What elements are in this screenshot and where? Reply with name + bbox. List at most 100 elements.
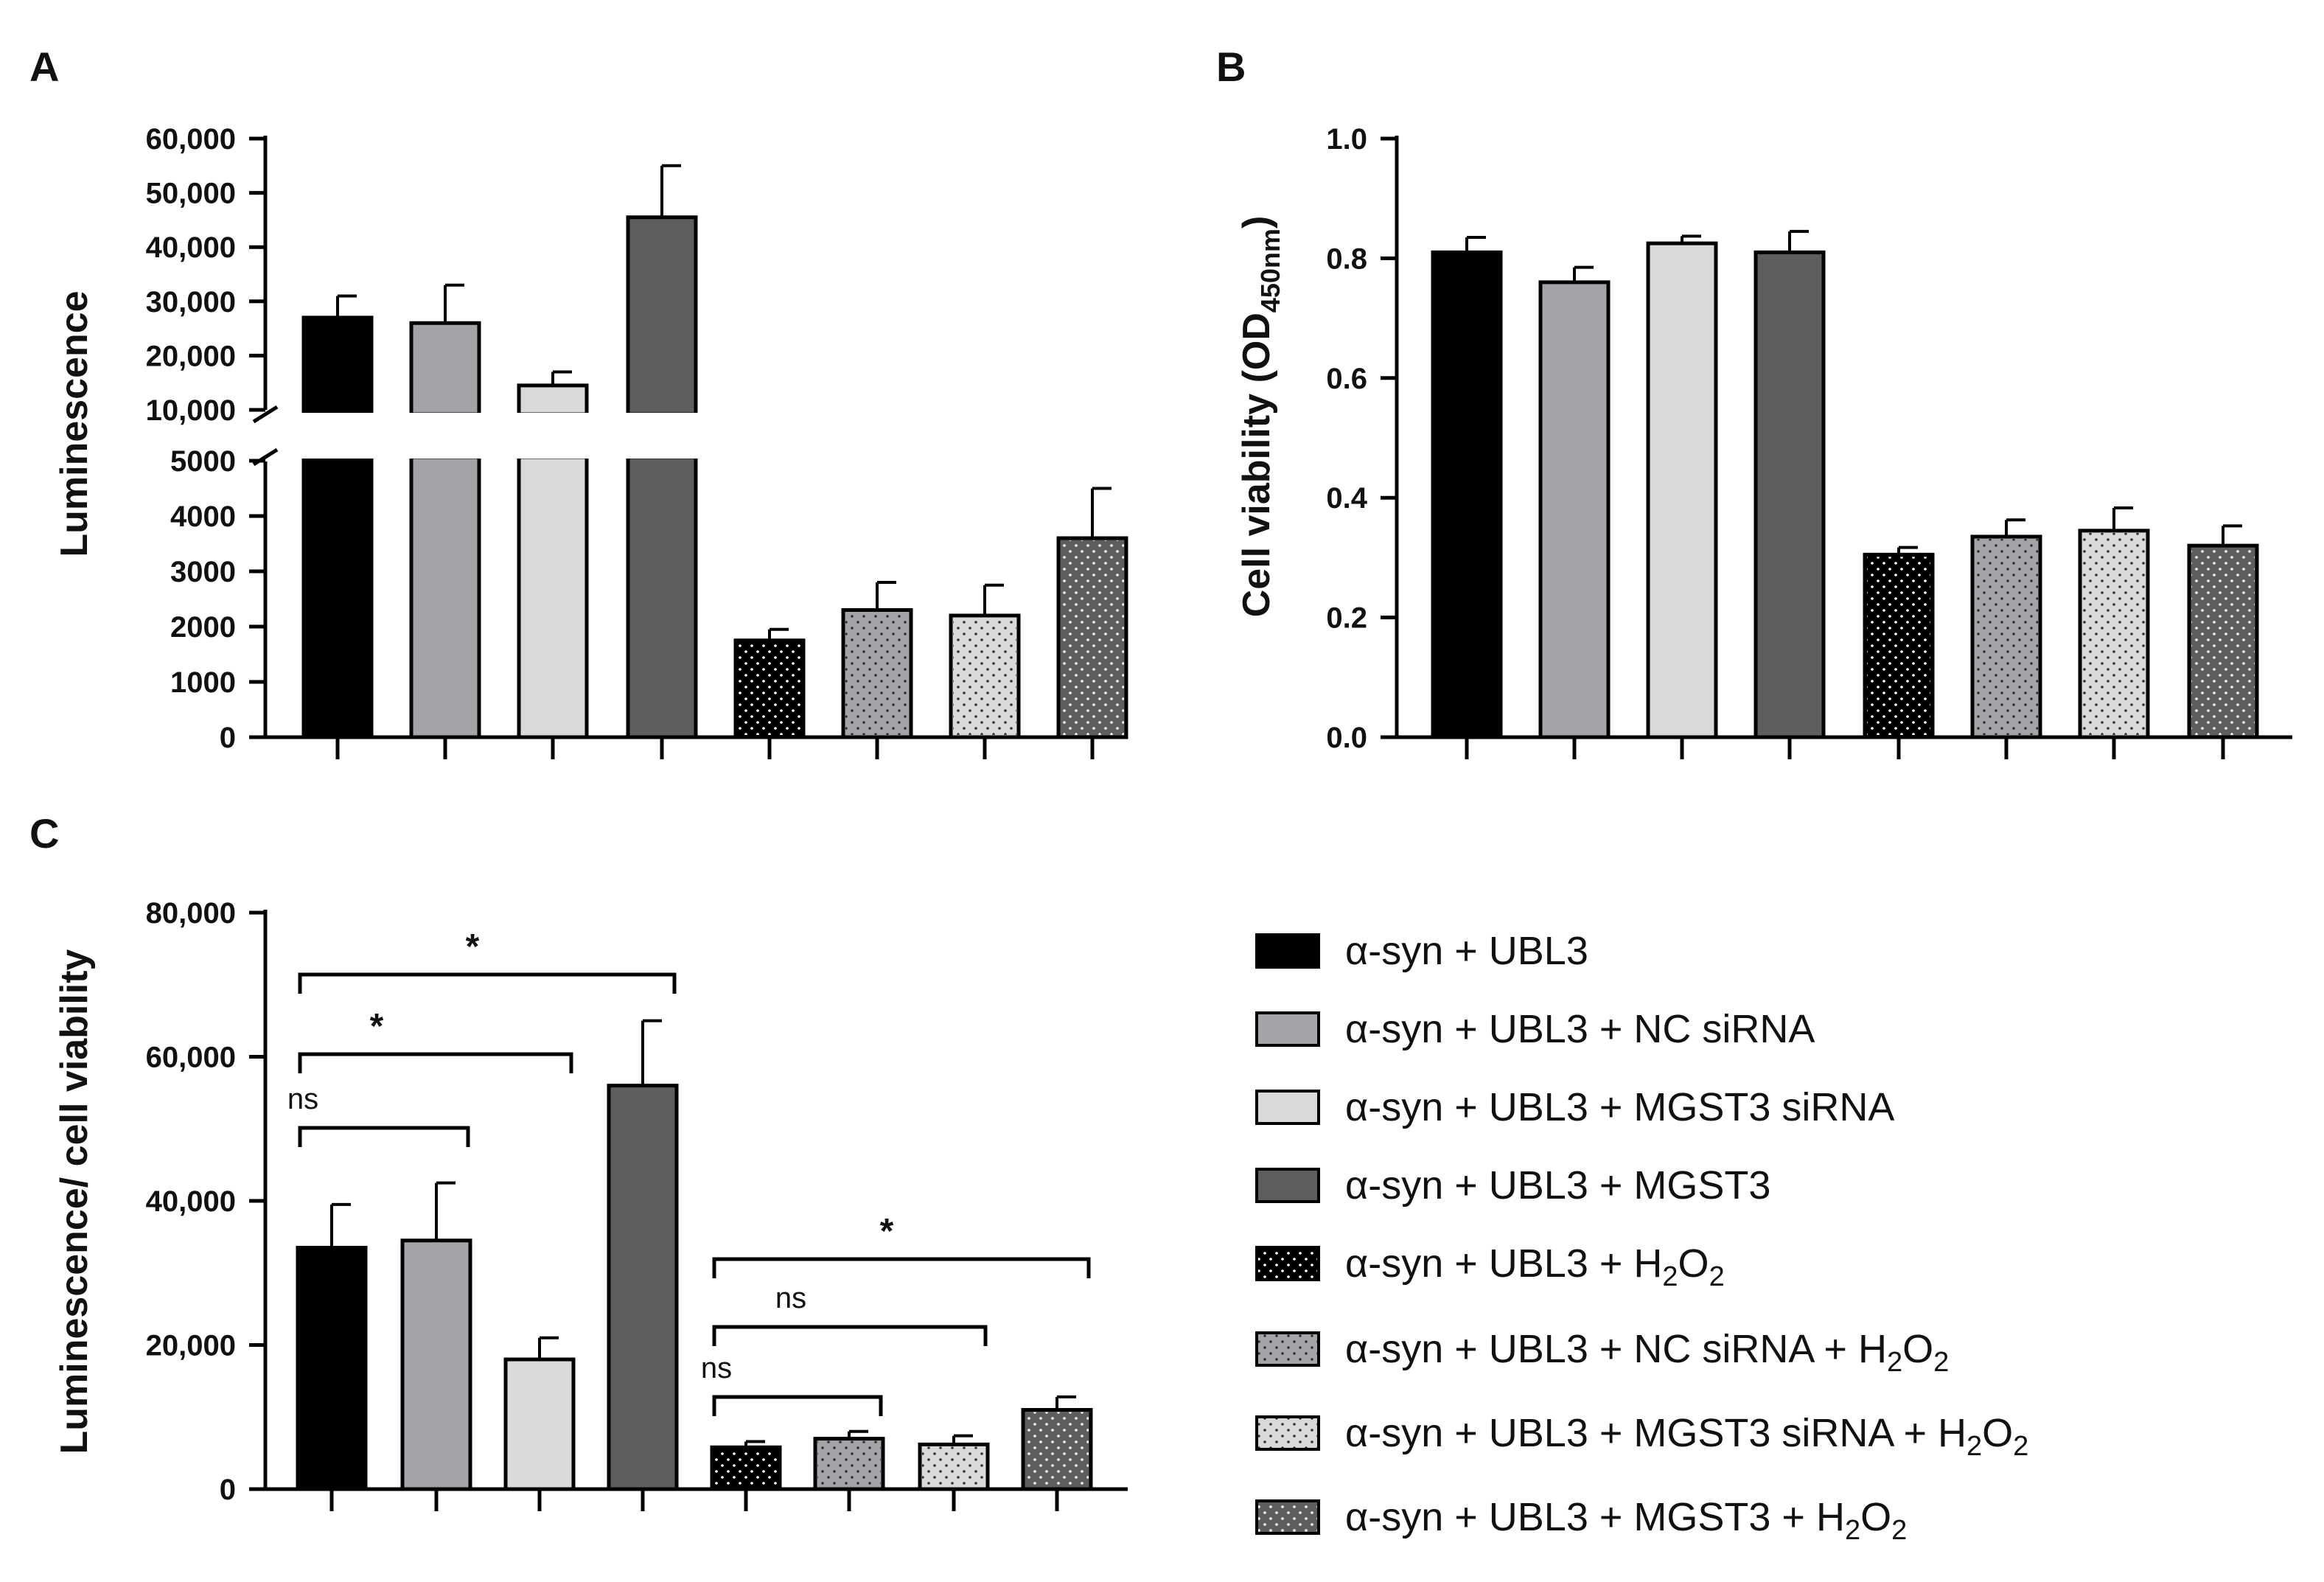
y-tick-label-a: 50,000 xyxy=(146,178,236,210)
legend-label-o: O xyxy=(1902,1327,1933,1371)
y-tick-label-a: 1000 xyxy=(170,666,236,699)
y-tick-label-a: 60,000 xyxy=(146,123,236,156)
bar-c-4 xyxy=(607,1084,679,1491)
legend-label-o: O xyxy=(1678,1241,1709,1286)
legend-swatch xyxy=(1255,933,1320,969)
bar-b-3 xyxy=(1646,241,1718,739)
significance-bracket xyxy=(298,1126,470,1147)
legend-label-main: α-syn + UBL3 + NC siRNA + H xyxy=(1345,1327,1887,1371)
bar-a-2-lower xyxy=(409,455,481,739)
y-axis-title-b-end: ) xyxy=(1235,216,1278,229)
y-tick-label-b: 1.0 xyxy=(1326,123,1367,156)
legend-label-sub: 2 xyxy=(1933,1347,1949,1378)
legend-label-o: O xyxy=(1860,1495,1891,1539)
bar-b-1 xyxy=(1431,250,1503,739)
bar-b-8-pattern xyxy=(2191,548,2255,735)
legend-swatch xyxy=(1255,1011,1320,1047)
legend-label: α-syn + UBL3 + MGST3 xyxy=(1345,1163,1770,1208)
significance-bracket xyxy=(298,1052,573,1073)
bar-b-4 xyxy=(1754,250,1826,739)
bar-c-3 xyxy=(503,1357,576,1491)
panel-label-a: A xyxy=(29,43,59,90)
y-tick-label-b: 0.6 xyxy=(1326,363,1367,395)
bar-c-6-pattern xyxy=(817,1440,881,1487)
y-tick-label-c: 20,000 xyxy=(146,1330,236,1362)
bar-a-1-lower xyxy=(301,455,374,739)
legend-label-sub: 2 xyxy=(2013,1431,2028,1462)
y-tick-label-a: 0 xyxy=(220,722,236,754)
y-tick-label-a: 2000 xyxy=(170,611,236,644)
legend-label-sub: 2 xyxy=(1887,1347,1902,1378)
y-tick-label-b: 0.2 xyxy=(1326,602,1367,635)
legend-label-main: α-syn + UBL3 + H xyxy=(1345,1241,1662,1286)
y-tick-label-b: 0.8 xyxy=(1326,243,1367,275)
legend: α-syn + UBL3 α-syn + UBL3 + NC siRNA α-syn… xyxy=(1255,929,2028,1546)
chart-panel-b: 0.0 0.2 0.4 0.6 0.8 1.0 Cell viability (OD450n… xyxy=(1235,123,2292,759)
legend-swatch xyxy=(1255,1168,1320,1203)
bar-a-1-upper xyxy=(301,316,374,417)
y-axis-title-b-sub: 450nm xyxy=(1255,229,1285,313)
legend-label-main: α-syn + UBL3 + MGST3 xyxy=(1345,1163,1770,1208)
bar-a-5-pattern xyxy=(738,642,801,735)
legend-label-main: α-syn + UBL3 + MGST3 siRNA xyxy=(1345,1085,1894,1129)
legend-swatch-pattern xyxy=(1258,1334,1317,1364)
legend-label-sub: 2 xyxy=(1662,1261,1678,1292)
legend-label-sub: 2 xyxy=(1709,1261,1725,1292)
legend-label-sub: 2 xyxy=(1967,1431,1982,1462)
significance-bracket xyxy=(712,1325,988,1346)
y-tick-label-a: 3000 xyxy=(170,556,236,588)
significance-label: ns xyxy=(287,1083,318,1115)
y-axis-title-c: Luminescence/ cell viability xyxy=(53,949,96,1454)
y-tick-label-c: 40,000 xyxy=(146,1185,236,1218)
bar-a-7-pattern xyxy=(953,618,1016,735)
bar-a-6-pattern xyxy=(845,612,909,735)
legend-label-sub: 2 xyxy=(1845,1515,1860,1546)
significance-label: * xyxy=(466,927,480,966)
significance-label: ns xyxy=(701,1352,732,1384)
bar-c-5-pattern xyxy=(714,1449,778,1487)
axis-break-band xyxy=(270,413,1132,459)
significance-label: ns xyxy=(775,1282,806,1314)
y-tick-label-c: 0 xyxy=(220,1474,236,1506)
y-tick-label-b: 0.4 xyxy=(1326,482,1367,515)
y-tick-label-a: 10,000 xyxy=(146,394,236,427)
legend-label: α-syn + UBL3 + NC siRNA xyxy=(1345,1007,1815,1051)
y-tick-label-a: 40,000 xyxy=(146,231,236,264)
legend-label: α-syn + UBL3 + MGST3 siRNA + H2O2 xyxy=(1345,1411,2028,1462)
bar-b-5-pattern xyxy=(1867,557,1930,735)
chart-panel-c: 0 20,000 40,000 60,000 80,000 Luminescence/ c… xyxy=(53,897,1128,1511)
significance-bracket xyxy=(712,1395,883,1416)
legend-label-sub: 2 xyxy=(1891,1515,1907,1546)
y-tick-label-c: 60,000 xyxy=(146,1042,236,1074)
y-tick-label-a: 4000 xyxy=(170,501,236,533)
bar-a-4-lower xyxy=(626,455,698,739)
y-tick-label-b: 0.0 xyxy=(1326,722,1367,754)
bar-a-4-upper xyxy=(626,215,698,417)
legend-label: α-syn + UBL3 + H2O2 xyxy=(1345,1241,1725,1292)
panel-label-c: C xyxy=(29,810,59,857)
legend-label: α-syn + UBL3 + MGST3 + H2O2 xyxy=(1345,1495,1907,1546)
legend-swatch-pattern xyxy=(1258,1418,1317,1448)
chart-panel-a: 0 1000 2000 3000 4000 5000 10,000 20,000 30,000 4… xyxy=(53,123,1132,759)
bar-c-7-pattern xyxy=(922,1446,985,1487)
legend-label-main: α-syn + UBL3 + NC siRNA xyxy=(1345,1007,1815,1051)
legend-label-o: O xyxy=(1982,1411,2013,1455)
bar-a-8-pattern xyxy=(1061,540,1124,735)
bar-b-2 xyxy=(1538,280,1611,739)
bar-b-6-pattern xyxy=(1975,538,2038,735)
bar-a-3-lower xyxy=(517,455,589,739)
legend-label: α-syn + UBL3 + MGST3 siRNA xyxy=(1345,1085,1894,1129)
legend-swatch xyxy=(1255,1090,1320,1125)
panel-label-b: B xyxy=(1216,43,1246,90)
bar-c-2 xyxy=(400,1238,472,1491)
legend-swatch-pattern xyxy=(1258,1502,1317,1532)
bar-c-1 xyxy=(296,1246,368,1491)
significance-bracket xyxy=(712,1257,1091,1278)
significance-label: * xyxy=(880,1212,894,1251)
significance-label: * xyxy=(370,1007,384,1046)
legend-label-main: α-syn + UBL3 + MGST3 + H xyxy=(1345,1495,1845,1539)
legend-swatch-pattern xyxy=(1258,1249,1317,1278)
y-axis-title-b: Cell viability (OD450nm) xyxy=(1235,216,1285,618)
legend-label-main: α-syn + UBL3 xyxy=(1345,929,1588,973)
y-tick-label-a: 5000 xyxy=(170,445,236,478)
